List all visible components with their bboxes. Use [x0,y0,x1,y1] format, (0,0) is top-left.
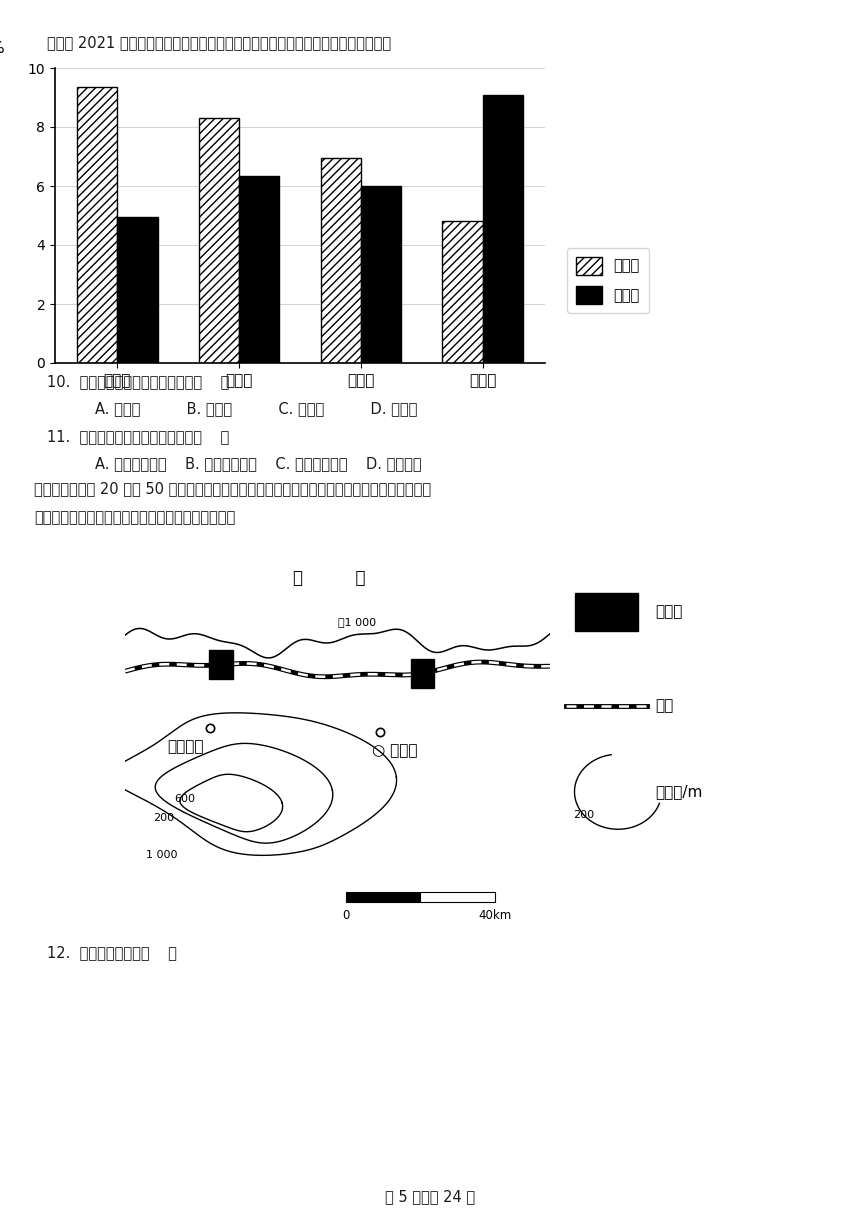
Bar [361,186,401,364]
Text: 200: 200 [573,811,593,821]
Text: ○ 鄯善县: ○ 鄯善县 [372,743,417,758]
Bar [421,891,494,902]
Bar [346,891,421,902]
Bar [199,118,239,364]
Text: 吐鲁番市: 吐鲁番市 [168,739,204,754]
Bar [321,158,361,364]
Legend: 出生率, 死亡率: 出生率, 死亡率 [567,248,648,313]
Text: 40km: 40km [478,910,512,922]
Text: 天          山: 天 山 [292,569,366,587]
Text: 600: 600 [174,794,195,804]
Text: %: % [0,41,3,56]
Text: 12.  图示铁路段位于（    ）: 12. 图示铁路段位于（ ） [47,945,177,959]
Bar [118,216,157,364]
Text: 200: 200 [152,814,174,823]
Text: A. 国防兵力不足    B. 环境压力增大    C. 交通压力增大    D. 资源短缺: A. 国防兵力不足 B. 环境压力增大 C. 交通压力增大 D. 资源短缺 [95,456,421,471]
Text: 第 5 页，共 24 页: 第 5 页，共 24 页 [385,1189,475,1205]
Text: 铁路: 铁路 [655,698,674,713]
Text: ～1 000: ～1 000 [337,617,376,626]
Text: 图，该段线路主要沿等高线修建。据此完成各小题。: 图，该段线路主要沿等高线修建。据此完成各小题。 [34,510,236,525]
Text: 0: 0 [342,910,350,922]
Bar [442,221,482,364]
Text: 等高线/m: 等高线/m [655,784,703,799]
Text: A. 广东省          B. 福建省          C. 浙江省          D. 辽宁省: A. 广东省 B. 福建省 C. 浙江省 D. 辽宁省 [95,401,417,416]
Text: 兰新铁路修建于 20 世纪 50 年代，东起兰州市，西至乌鲁木齐市。如图为兰新铁路某段线路示意: 兰新铁路修建于 20 世纪 50 年代，东起兰州市，西至乌鲁木齐市。如图为兰新铁… [34,480,432,496]
Text: 1 000: 1 000 [146,850,178,861]
Text: 11.  人口负增长带来的不利影响有（    ）: 11. 人口负增长带来的不利影响有（ ） [47,429,230,444]
Text: 10.  图中四省人口出现负增长的是（    ）: 10. 图中四省人口出现负增长的是（ ） [47,375,230,389]
Bar [209,651,232,679]
Bar [239,175,280,364]
Bar [482,95,523,364]
Text: 火车站: 火车站 [655,604,683,619]
Text: 如图为 2021 年我国四个省级行政区人口出生率和死亡率示意图，据此完成各小题。: 如图为 2021 年我国四个省级行政区人口出生率和死亡率示意图，据此完成各小题。 [47,35,391,51]
Bar [77,88,118,364]
Bar [410,659,434,687]
Bar [574,593,638,631]
